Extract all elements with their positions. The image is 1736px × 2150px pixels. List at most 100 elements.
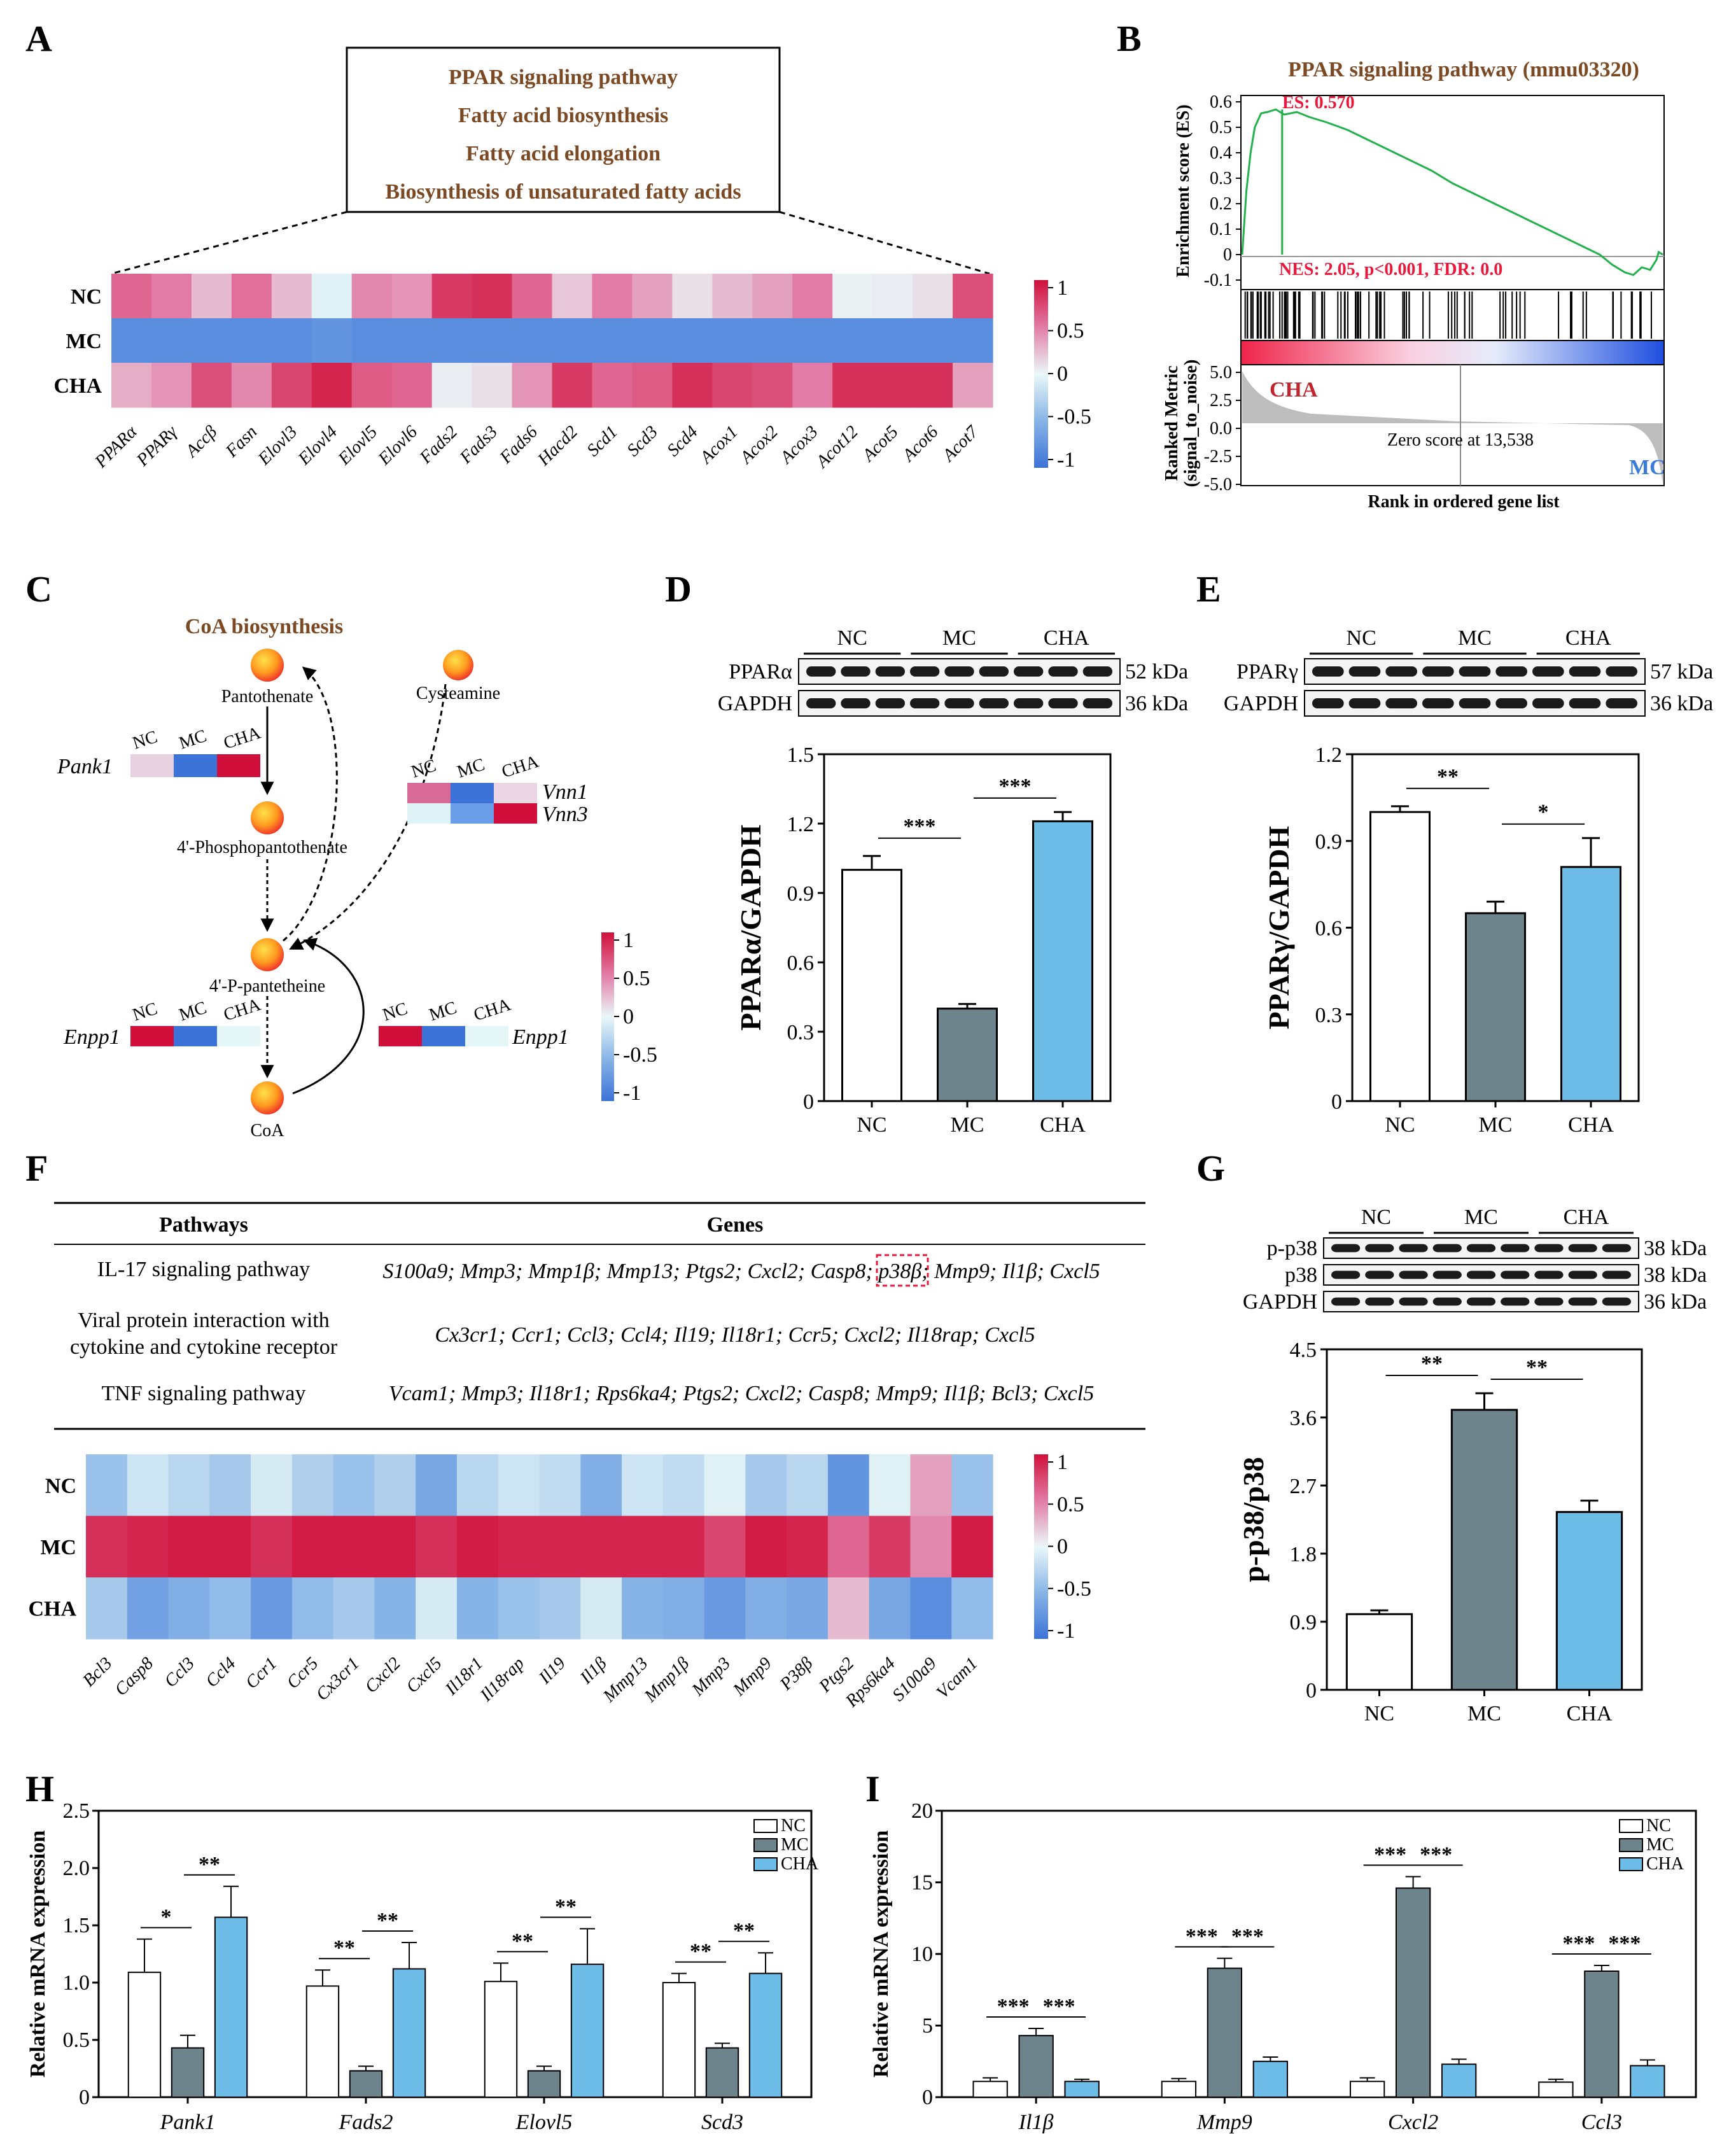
heatmap-cell — [832, 363, 873, 408]
heatmap-col-label: Cxcl2 — [361, 1654, 405, 1697]
blot-group-label: CHA — [1565, 626, 1611, 650]
legend-swatch — [1619, 1838, 1643, 1852]
bar — [1450, 1409, 1518, 1691]
zoom-line-left — [111, 211, 347, 275]
heatmap-cell — [712, 318, 753, 363]
heatmap-cell — [391, 363, 433, 408]
blot-band — [1082, 666, 1112, 677]
heatmap-cell — [827, 1454, 870, 1517]
colorbar-tick-label: 0.5 — [1057, 1493, 1084, 1516]
heatmap-cell — [745, 1577, 787, 1640]
heatmap-cell — [251, 1454, 293, 1517]
colorbar-tick-label: 0 — [1057, 1535, 1068, 1559]
heatmap-col-label: P38β — [776, 1654, 816, 1694]
y-tick-label: 5 — [922, 2014, 933, 2038]
blot-kda-label: 52 kDa — [1125, 660, 1188, 684]
blot-band — [1495, 666, 1527, 677]
heatmap-cell — [872, 274, 913, 319]
heatmap-cell — [787, 1577, 829, 1640]
heatmap-cell — [552, 318, 593, 363]
x-tick-label: Fads2 — [339, 2111, 393, 2134]
significance-label: ** — [690, 1940, 711, 1964]
y-tick-label: 10 — [911, 1943, 933, 1966]
bar — [305, 1985, 340, 2098]
heatmap-cell — [111, 274, 152, 319]
metric-tick-label: 0.0 — [1210, 419, 1232, 439]
heatmap-cell — [231, 318, 272, 363]
table-pathway: IL-17 signaling pathway — [97, 1258, 310, 1281]
colorbar-tick-label: 1 — [1057, 1451, 1068, 1474]
heatmap-col-label: Il19 — [535, 1654, 570, 1689]
blot-band — [979, 698, 1009, 708]
node-coa — [251, 1081, 284, 1114]
heatmap-cells — [111, 274, 993, 408]
blot-band — [1399, 1297, 1428, 1306]
ranked-metric-frame — [1240, 364, 1665, 486]
heatmap-row-label: CHA — [53, 374, 102, 398]
heatmap-col-label: Ccr1 — [242, 1654, 281, 1693]
blot-row-label: p38 — [1285, 1263, 1317, 1287]
heatmap-col-label: Acot6 — [898, 422, 942, 467]
heatmap-col-label: Il18rap — [476, 1654, 528, 1706]
heatmap-col-label: Elovl4 — [294, 422, 341, 469]
blot-band — [1602, 1270, 1631, 1279]
heatmap-cell — [910, 1515, 952, 1578]
gene-enpp1: Enpp1 — [512, 1025, 569, 1049]
x-tick-label: MC — [1467, 1702, 1501, 1725]
heatmap-cell — [111, 363, 152, 408]
significance-label: *** — [997, 1995, 1030, 2018]
gene-hit-frame — [1240, 289, 1665, 341]
y-tick-label: 20 — [911, 1799, 933, 1823]
node-phosphopantothenate — [251, 801, 284, 834]
bar — [1465, 912, 1526, 1102]
heatmap-cell — [498, 1515, 540, 1578]
blot-band — [1534, 1297, 1564, 1306]
bar — [1395, 1887, 1431, 2098]
heatmap-cell — [632, 274, 673, 319]
pathway-label: Biosynthesis of unsaturated fatty acids — [385, 180, 741, 204]
significance-label: *** — [1420, 1843, 1452, 1867]
blot-band — [1602, 1244, 1631, 1253]
heatmap-cell — [632, 363, 673, 408]
y-tick-label: 2.7 — [1290, 1475, 1317, 1498]
blot-band — [1331, 1244, 1361, 1253]
bar — [1349, 2081, 1385, 2098]
gsea-ylabel2: Ranked Metric — [1162, 365, 1182, 481]
y-axis-label: Relative mRNA expression — [869, 1830, 893, 2078]
group-label: CHA — [221, 995, 264, 1025]
heatmap-cells — [86, 1454, 993, 1640]
colorbar-tick-label: 1 — [1057, 276, 1068, 300]
rank-colorbar — [1240, 340, 1665, 365]
heatmap-cell — [431, 318, 473, 363]
metric-tick-label: 2.5 — [1210, 391, 1232, 411]
node-cysteamine — [443, 650, 473, 680]
heatmap-cell — [539, 1515, 581, 1578]
panel-d: NC MC CHA PPARα 52 kDa GAPDH 36 kDa 0 0.3 0.6 0.9 1… — [718, 626, 1188, 1137]
blot-group-label: NC — [1361, 1205, 1391, 1229]
table-pathway: Viral protein interaction with — [78, 1309, 329, 1332]
blot-band — [875, 666, 905, 677]
blot-band — [1312, 698, 1344, 708]
heatmap-cell — [127, 1577, 169, 1640]
heatmap-cell — [869, 1577, 911, 1640]
blot-band — [1501, 1270, 1530, 1279]
bar — [1630, 2065, 1665, 2098]
blot-band — [1459, 698, 1491, 708]
legend-label: MC — [1646, 1835, 1674, 1855]
heatmap-cell — [910, 1577, 952, 1640]
panel-b-gsea: PPAR signaling pathway (mmu03320) 0.6 0.5… — [1162, 58, 1665, 512]
blot-band — [1385, 666, 1417, 677]
blot-band — [1532, 666, 1564, 677]
heatmap-col-label: Mmp13 — [599, 1654, 652, 1706]
blot-band — [1348, 666, 1381, 677]
significance-label: ** — [199, 1853, 220, 1876]
heatmap-cell — [374, 1454, 416, 1517]
colorbar-tick-label: 0.5 — [1057, 320, 1084, 343]
x-tick-label: Pank1 — [160, 2111, 216, 2134]
heatmap-cell — [592, 274, 633, 319]
bar — [1538, 2081, 1574, 2098]
heatmap-cell — [231, 363, 272, 408]
heatmap-cell — [792, 318, 833, 363]
blot-band — [1534, 1244, 1564, 1253]
significance-label: *** — [1562, 1932, 1595, 1955]
